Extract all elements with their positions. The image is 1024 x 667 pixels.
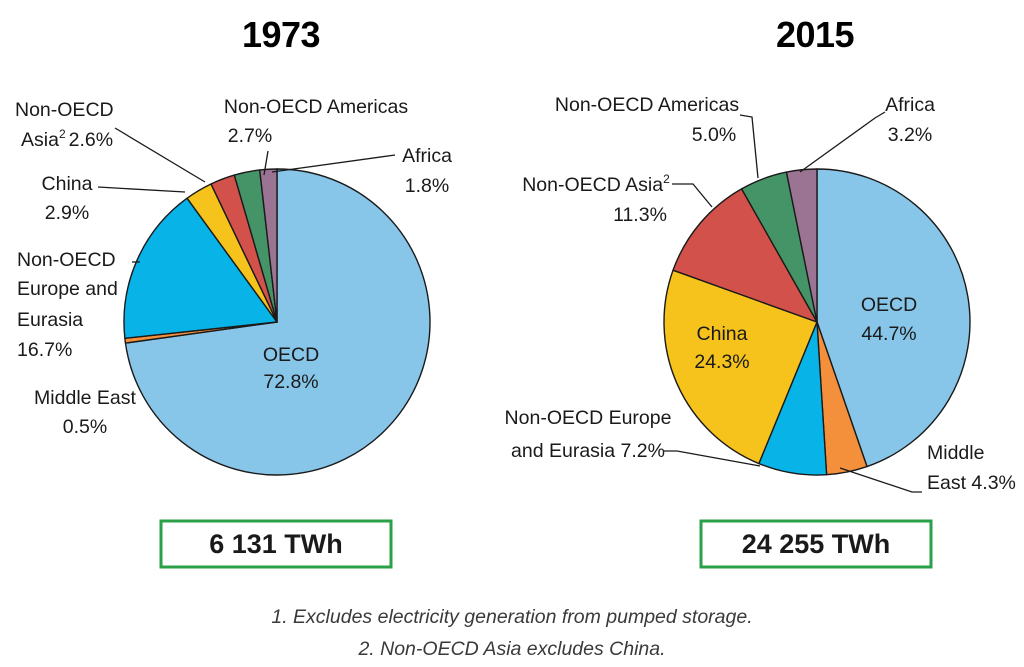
label-2015-oecd-pct: 44.7% — [861, 323, 916, 345]
label-2015-asia-name: Non-OECD Asia — [522, 174, 663, 196]
label-1973-asia-name: Asia — [21, 129, 59, 151]
label-1973-oecd: OECD — [263, 344, 319, 366]
label-2015-asia-pct: 11.3% — [613, 204, 667, 226]
label-1973-middle-east-pct: 0.5% — [63, 416, 107, 438]
label-2015-africa: Africa — [885, 94, 935, 116]
leader-2015-africa — [799, 111, 886, 173]
leader-1973-americas — [263, 150, 269, 176]
label-1973-europe-l3: Eurasia — [17, 309, 83, 331]
slice-1973-oecd — [124, 168, 431, 476]
label-2015-middle-l2: East 4.3% — [927, 472, 1016, 494]
label-1973-china-pct: 2.9% — [45, 202, 89, 224]
label-2015-europe-l2: and Eurasia 7.2% — [511, 440, 665, 462]
slice-2015-non-oecd-asia — [672, 188, 818, 323]
label-2015-africa-pct: 3.2% — [888, 124, 932, 146]
slice-1973-non-oecd-europe-and-eurasia — [123, 197, 278, 340]
label-1973-china: China — [42, 173, 93, 195]
leader-1973-china — [97, 186, 186, 193]
pie-1973 — [123, 168, 431, 476]
label-1973-europe-l1: Non-OECD — [17, 249, 116, 271]
leader-1973-africa — [271, 154, 396, 173]
label-1973-americas: Non-OECD Americas — [224, 96, 408, 118]
label-2015-asia-footnote-mark: 2 — [663, 172, 670, 186]
label-1973-americas-pct: 2.7% — [228, 125, 272, 147]
slice-2015-africa — [785, 168, 818, 323]
leader-lines-2015 — [664, 111, 922, 493]
leader-2015-europe — [664, 450, 761, 467]
total-1973: 6 131 TWh — [209, 529, 343, 559]
slice-1973-africa — [259, 168, 278, 323]
slice-2015-oecd — [816, 168, 971, 468]
label-1973-asia-pct: 2.6% — [69, 129, 113, 151]
label-1973-europe-pct: 16.7% — [17, 339, 72, 361]
total-box-1973 — [159, 519, 393, 569]
label-2015-china-pct: 24.3% — [694, 351, 749, 373]
chart-1973-title: 1973 — [242, 14, 320, 55]
label-1973-asia-footnote-mark: 2 — [59, 127, 66, 141]
leader-2015-middle-east — [839, 467, 922, 493]
label-2015-europe-l1: Non-OECD Europe — [505, 407, 672, 429]
label-1973-oecd-pct: 72.8% — [263, 371, 318, 393]
leader-2015-americas — [739, 114, 759, 179]
label-2015-asia: Non-OECD Asia2 — [522, 172, 670, 196]
total-box-2015 — [699, 519, 933, 569]
footnote-1: 1. Excludes electricity generation from … — [271, 606, 753, 628]
label-1973-asia-l2: Asia2 2.6% — [21, 127, 113, 151]
label-2015-china: China — [697, 323, 748, 345]
label-2015-oecd: OECD — [861, 294, 917, 316]
label-1973-asia-l1: Non-OECD — [15, 99, 114, 121]
leader-2015-asia — [672, 183, 713, 208]
label-1973-africa-pct: 1.8% — [405, 175, 449, 197]
label-2015-americas: Non-OECD Americas — [555, 94, 739, 116]
total-2015: 24 255 TWh — [742, 529, 891, 559]
label-1973-africa: Africa — [402, 145, 452, 167]
chart-2015-title: 2015 — [776, 14, 855, 55]
slice-2015-china — [663, 269, 818, 465]
label-2015-middle-l1: Middle — [927, 442, 984, 464]
label-1973-middle-east: Middle East — [34, 387, 136, 409]
leader-lines-1973 — [97, 127, 396, 263]
label-2015-americas-pct: 5.0% — [692, 124, 736, 146]
footnote-2: 2. Non-OECD Asia excludes China. — [358, 638, 666, 660]
pie-2015 — [663, 168, 971, 476]
leader-1973-asia — [114, 127, 206, 183]
label-1973-europe-l2: Europe and — [17, 278, 118, 300]
